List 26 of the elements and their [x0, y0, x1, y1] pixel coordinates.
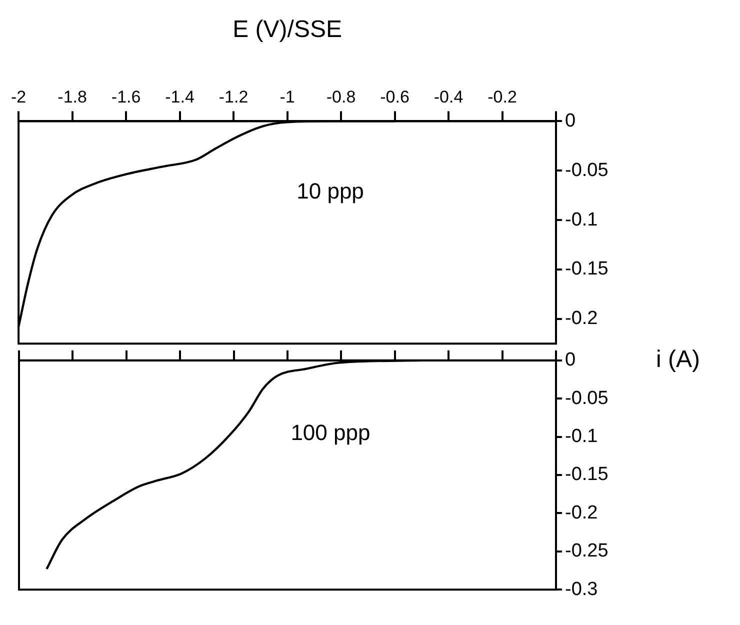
x-tick-label: -0.8 — [326, 88, 356, 107]
x-tick-label: -1.4 — [165, 88, 194, 107]
x-tick-label: -1.6 — [111, 88, 141, 107]
y-tick-label: -0.15 — [565, 258, 608, 280]
y-tick-label: -0.05 — [565, 160, 608, 181]
annotation: 10 ppp — [296, 178, 364, 204]
x-axis-title: E (V)/SSE — [232, 16, 342, 44]
y-tick-label: -0.25 — [565, 540, 608, 562]
y-tick-label: -0.2 — [565, 502, 598, 524]
x-tick-label: -1.8 — [58, 88, 87, 107]
x-tick-label: -1.2 — [218, 88, 248, 107]
x-tick-label: -0.4 — [434, 88, 464, 107]
y-tick-label: 0 — [565, 350, 576, 371]
y-tick-label: -0.05 — [565, 388, 608, 409]
annotation: 100 ppp — [290, 420, 370, 445]
x-tick-label: -2 — [10, 88, 26, 107]
y-tick-label: -0.1 — [565, 426, 598, 448]
x-tick-label: -0.6 — [380, 88, 410, 107]
y-tick-label: -0.15 — [565, 464, 608, 486]
x-tick-label: -0.2 — [488, 88, 517, 107]
y-tick-label: -0.1 — [565, 209, 598, 230]
y-axis-title: i (A) — [656, 346, 700, 374]
x-tick-label: -1 — [280, 88, 295, 107]
y-tick-label: -0.3 — [565, 578, 598, 600]
y-tick-label: -0.2 — [565, 308, 598, 330]
y-tick-label: 0 — [565, 110, 576, 132]
